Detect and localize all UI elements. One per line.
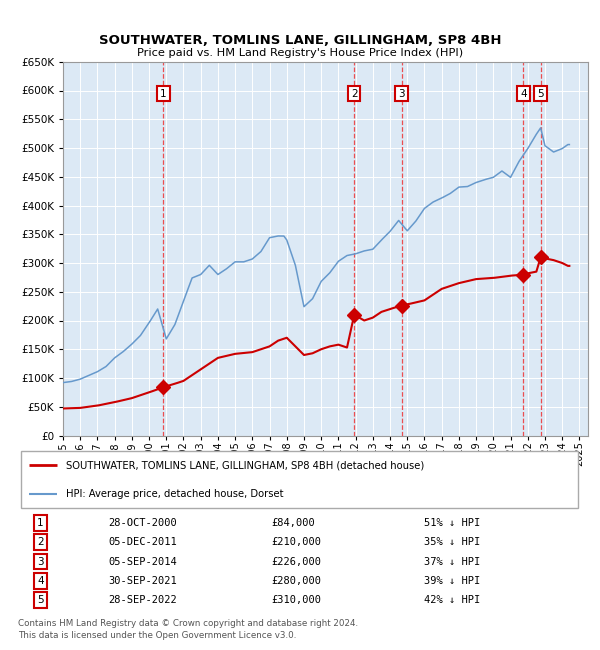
Text: 4: 4 (37, 576, 44, 586)
Text: SOUTHWATER, TOMLINS LANE, GILLINGHAM, SP8 4BH: SOUTHWATER, TOMLINS LANE, GILLINGHAM, SP… (99, 34, 501, 47)
Text: 42% ↓ HPI: 42% ↓ HPI (424, 595, 481, 605)
Text: 28-SEP-2022: 28-SEP-2022 (108, 595, 177, 605)
Text: 30-SEP-2021: 30-SEP-2021 (108, 576, 177, 586)
Text: 05-DEC-2011: 05-DEC-2011 (108, 538, 177, 547)
Text: £280,000: £280,000 (272, 576, 322, 586)
Text: This data is licensed under the Open Government Licence v3.0.: This data is licensed under the Open Gov… (18, 631, 296, 640)
Text: £310,000: £310,000 (272, 595, 322, 605)
Text: 1: 1 (37, 518, 44, 528)
Text: £84,000: £84,000 (272, 518, 316, 528)
Text: 3: 3 (398, 88, 405, 99)
Text: 4: 4 (520, 88, 527, 99)
FancyBboxPatch shape (21, 451, 578, 508)
Text: 39% ↓ HPI: 39% ↓ HPI (424, 576, 481, 586)
Text: 05-SEP-2014: 05-SEP-2014 (108, 556, 177, 567)
Text: 1: 1 (160, 88, 167, 99)
Text: 5: 5 (538, 88, 544, 99)
Text: £210,000: £210,000 (272, 538, 322, 547)
Text: 2: 2 (37, 538, 44, 547)
Text: 2: 2 (351, 88, 358, 99)
Text: 37% ↓ HPI: 37% ↓ HPI (424, 556, 481, 567)
Text: 28-OCT-2000: 28-OCT-2000 (108, 518, 177, 528)
Text: 35% ↓ HPI: 35% ↓ HPI (424, 538, 481, 547)
Text: Price paid vs. HM Land Registry's House Price Index (HPI): Price paid vs. HM Land Registry's House … (137, 48, 463, 58)
Text: 51% ↓ HPI: 51% ↓ HPI (424, 518, 481, 528)
Text: SOUTHWATER, TOMLINS LANE, GILLINGHAM, SP8 4BH (detached house): SOUTHWATER, TOMLINS LANE, GILLINGHAM, SP… (66, 460, 424, 470)
Text: HPI: Average price, detached house, Dorset: HPI: Average price, detached house, Dors… (66, 489, 283, 499)
Text: 5: 5 (37, 595, 44, 605)
Text: 3: 3 (37, 556, 44, 567)
Text: £226,000: £226,000 (272, 556, 322, 567)
Text: Contains HM Land Registry data © Crown copyright and database right 2024.: Contains HM Land Registry data © Crown c… (18, 619, 358, 629)
